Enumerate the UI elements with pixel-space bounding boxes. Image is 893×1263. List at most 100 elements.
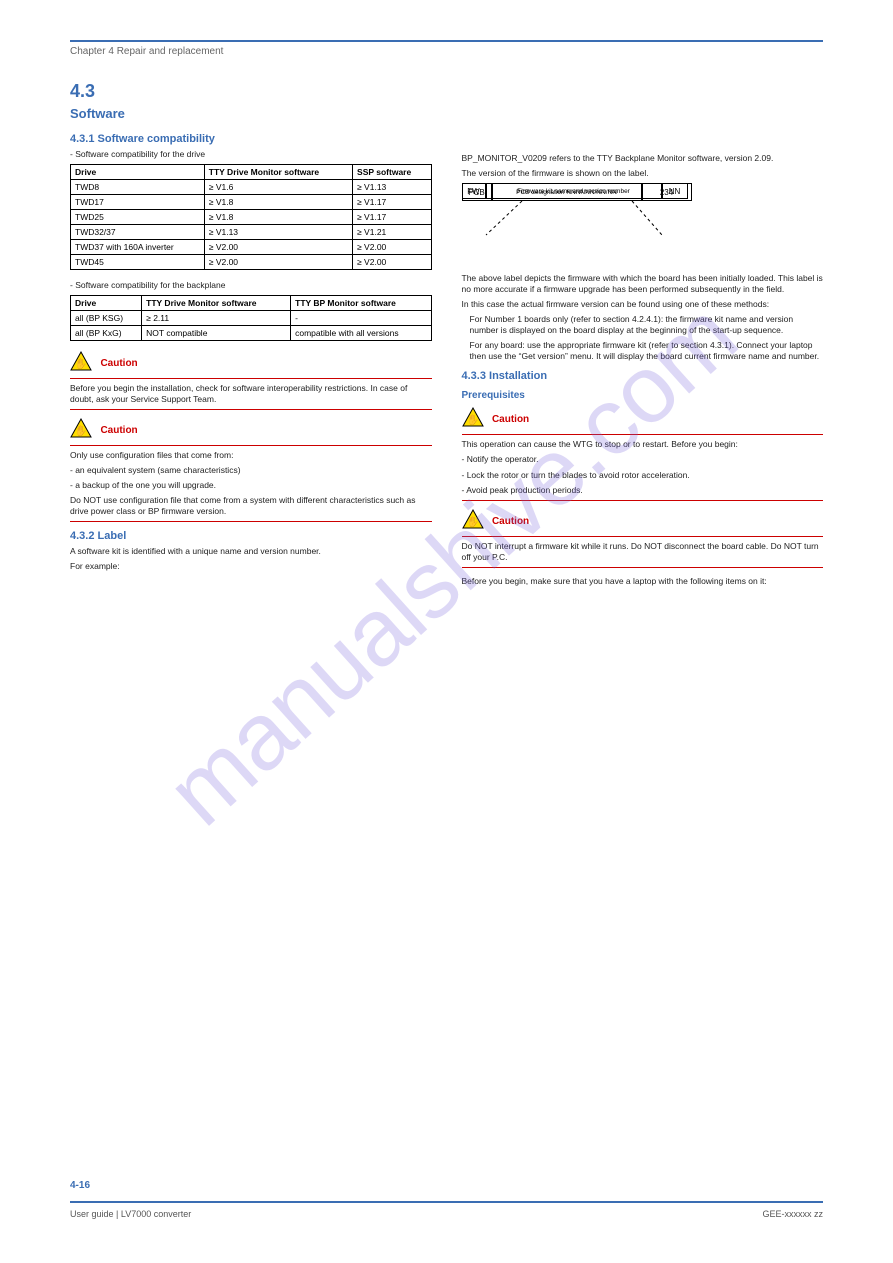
table-row: TWD45 ≥ V2.00 ≥ V2.00	[71, 255, 432, 270]
svg-text:✋: ✋	[75, 357, 87, 370]
body-text: In this case the actual firmware version…	[462, 299, 824, 310]
td: ≥ V1.17	[353, 210, 431, 225]
table-backplane-compat: Drive TTY Drive Monitor software TTY BP …	[70, 295, 432, 341]
fw-box-text: Firmware kit name and version number	[486, 183, 662, 199]
footer-right: GEE-xxxxxx zz	[762, 1209, 823, 1219]
body-text: For example:	[70, 561, 432, 572]
table2-caption: - Software compatibility for the backpla…	[70, 280, 432, 291]
header-rule	[70, 40, 823, 42]
td: all (BP KSG)	[71, 311, 142, 326]
td: ≥ V2.00	[204, 255, 352, 270]
td: ≥ V1.6	[204, 180, 352, 195]
th: Drive	[71, 165, 205, 180]
caution-rule	[70, 521, 432, 522]
caution-block-3: ✋ Caution This operation can cause the W…	[462, 407, 824, 500]
caution-text: Before you begin the installation, check…	[70, 383, 432, 405]
caution-rule	[70, 378, 432, 379]
subsection-installation: 4.3.3 Installation	[462, 370, 824, 382]
section-title: Software	[70, 106, 432, 121]
td: compatible with all versions	[291, 326, 431, 341]
list-item: For any board: use the appropriate firmw…	[470, 340, 824, 362]
pcb-label-diagram: PCB PCB designation NNNNNN/NN/NN 234 FW …	[462, 183, 824, 273]
th: SSP software	[353, 165, 431, 180]
caution-block-1: ✋ Caution Before you begin the installat…	[70, 351, 432, 410]
caution-rule	[462, 567, 824, 568]
svg-text:✋: ✋	[466, 413, 478, 426]
caution-text: Do NOT interrupt a firmware kit while it…	[462, 541, 824, 563]
footer-rule	[70, 1201, 823, 1203]
footer-left: User guide | LV7000 converter	[70, 1209, 191, 1219]
td: ≥ V1.13	[204, 225, 352, 240]
section-number: 4.3	[70, 81, 432, 102]
caution-text: Only use configuration files that come f…	[70, 450, 432, 461]
caution-rule	[462, 536, 824, 537]
caution-text: Do NOT use configuration file that come …	[70, 495, 432, 517]
body-text: The version of the firmware is shown on …	[462, 168, 824, 179]
table-row: TWD17 ≥ V1.8 ≥ V1.17	[71, 195, 432, 210]
table-row: TWD8 ≥ V1.6 ≥ V1.13	[71, 180, 432, 195]
td: ≥ V1.13	[353, 180, 431, 195]
prereq-heading: Prerequisites	[462, 390, 824, 401]
subsection-compat: 4.3.1 Software compatibility	[70, 133, 432, 145]
caution-label: Caution	[492, 516, 529, 527]
caution-rule	[462, 434, 824, 435]
td: -	[291, 311, 431, 326]
caution-rule	[462, 500, 824, 501]
table-drive-compat: Drive TTY Drive Monitor software SSP sof…	[70, 164, 432, 270]
list-item: For Number 1 boards only (refer to secti…	[470, 314, 824, 336]
right-column: BP_MONITOR_V0209 refers to the TTY Backp…	[462, 81, 824, 591]
table-row: all (BP KSG) ≥ 2.11 -	[71, 311, 432, 326]
subsection-label: 4.3.2 Label	[70, 530, 432, 542]
table-row: TWD32/37 ≥ V1.13 ≥ V1.21	[71, 225, 432, 240]
caution-text: This operation can cause the WTG to stop…	[462, 439, 824, 450]
table-row: all (BP KxG) NOT compatible compatible w…	[71, 326, 432, 341]
fw-box-left: FW	[462, 183, 486, 199]
caution-text: - an equivalent system (same characteris…	[70, 465, 432, 476]
td: all (BP KxG)	[71, 326, 142, 341]
td: ≥ V1.8	[204, 195, 352, 210]
footer: User guide | LV7000 converter GEE-xxxxxx…	[70, 1209, 823, 1219]
caution-block-2: ✋ Caution Only use configuration files t…	[70, 418, 432, 522]
page-number: 4-16	[70, 1180, 90, 1191]
td: TWD8	[71, 180, 205, 195]
table-row: TWD25 ≥ V1.8 ≥ V1.17	[71, 210, 432, 225]
caution-label: Caution	[100, 358, 137, 369]
td: ≥ V2.00	[353, 240, 431, 255]
caution-text: - Notify the operator.	[462, 454, 824, 465]
caution-label: Caution	[100, 425, 137, 436]
th: Drive	[71, 296, 142, 311]
caution-icon: ✋	[70, 351, 92, 376]
td: ≥ V2.00	[204, 240, 352, 255]
caution-label: Caution	[492, 414, 529, 425]
td: ≥ V1.21	[353, 225, 431, 240]
td: ≥ V1.17	[353, 195, 431, 210]
caution-text: - a backup of the one you will upgrade.	[70, 480, 432, 491]
th: TTY Drive Monitor software	[142, 296, 291, 311]
body-text: BP_MONITOR_V0209 refers to the TTY Backp…	[462, 153, 824, 164]
td: TWD25	[71, 210, 205, 225]
table-row: TWD37 with 160A inverter ≥ V2.00 ≥ V2.00	[71, 240, 432, 255]
body-text: A software kit is identified with a uniq…	[70, 546, 432, 557]
caution-text: - Lock the rotor or turn the blades to a…	[462, 470, 824, 481]
body-text: Before you begin, make sure that you hav…	[462, 576, 824, 587]
th: TTY BP Monitor software	[291, 296, 431, 311]
th: TTY Drive Monitor software	[204, 165, 352, 180]
table-row: Drive TTY Drive Monitor software TTY BP …	[71, 296, 432, 311]
td: NOT compatible	[142, 326, 291, 341]
left-column: 4.3 Software 4.3.1 Software compatibilit…	[70, 81, 432, 591]
caution-icon: ✋	[462, 509, 484, 534]
caution-icon: ✋	[70, 418, 92, 443]
caution-rule	[70, 445, 432, 446]
td: TWD17	[71, 195, 205, 210]
fw-box-right: NN	[662, 183, 688, 199]
caution-icon: ✋	[462, 407, 484, 432]
td: ≥ 2.11	[142, 311, 291, 326]
td: ≥ V1.8	[204, 210, 352, 225]
td: ≥ V2.00	[353, 255, 431, 270]
caution-rule	[70, 409, 432, 410]
td: TWD32/37	[71, 225, 205, 240]
table1-caption: - Software compatibility for the drive	[70, 149, 432, 160]
body-text: The above label depicts the firmware wit…	[462, 273, 824, 295]
caution-block-4: ✋ Caution Do NOT interrupt a firmware ki…	[462, 509, 824, 568]
svg-text:✋: ✋	[75, 424, 87, 437]
